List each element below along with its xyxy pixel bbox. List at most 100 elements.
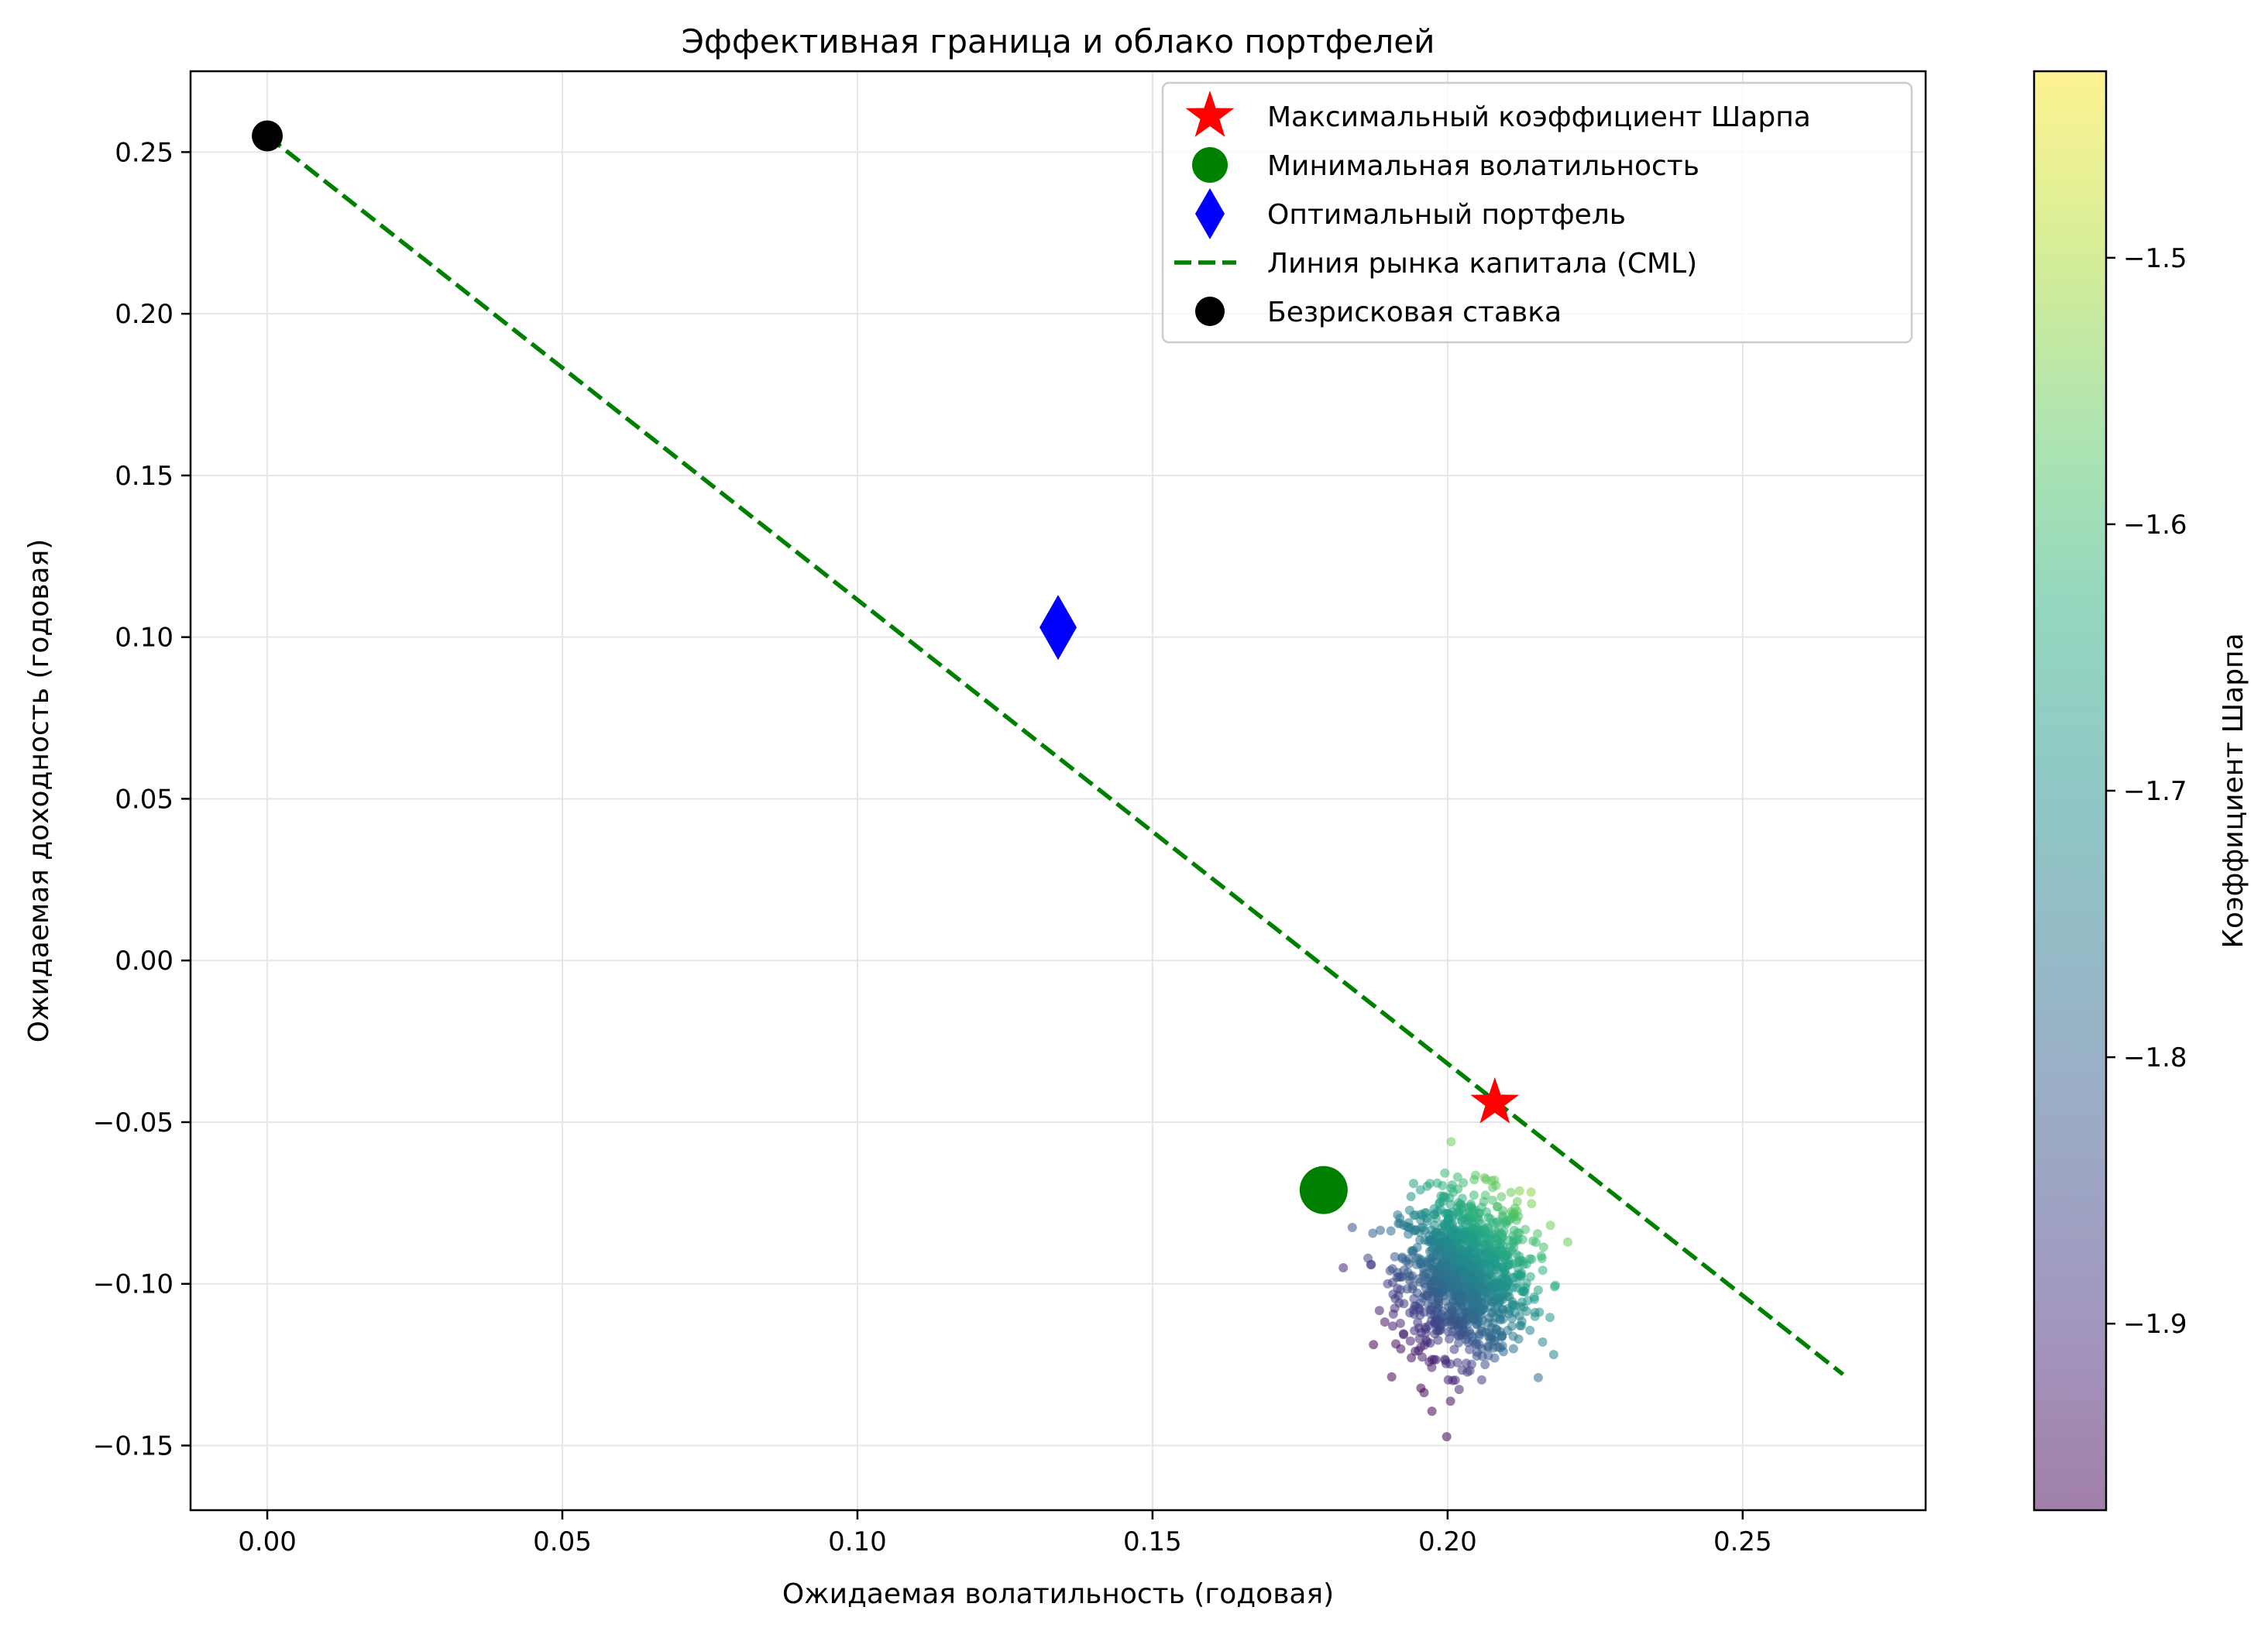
portfolio-point [1514, 1186, 1524, 1196]
portfolio-point [1425, 1179, 1435, 1189]
portfolio-point [1531, 1238, 1541, 1248]
portfolio-point [1563, 1237, 1572, 1247]
portfolio-point [1480, 1360, 1490, 1369]
portfolio-point [1409, 1293, 1419, 1303]
portfolio-point [1533, 1229, 1542, 1238]
x-tick-label: 0.10 [828, 1526, 887, 1557]
star-icon [1185, 91, 1235, 137]
portfolio-point [1472, 1338, 1482, 1348]
portfolio-point [1508, 1331, 1518, 1341]
portfolio-point [1488, 1195, 1497, 1205]
portfolio-point [1369, 1340, 1379, 1350]
colorbar-tick-label: −1.7 [2123, 776, 2187, 807]
portfolio-point [1486, 1271, 1497, 1281]
portfolio-point [1530, 1311, 1540, 1321]
portfolio-point [1481, 1254, 1491, 1264]
portfolio-point [1487, 1183, 1497, 1193]
colorbar-tick-label: −1.6 [2123, 510, 2187, 541]
portfolio-point [1509, 1225, 1519, 1235]
portfolio-point [1466, 1287, 1476, 1297]
portfolio-point [1457, 1231, 1467, 1240]
portfolio-point [1517, 1317, 1527, 1327]
portfolio-point [1501, 1219, 1511, 1229]
portfolio-point [1431, 1276, 1442, 1286]
portfolio-point [1419, 1388, 1429, 1398]
colorbar-ticks: −1.5 −1.6 −1.7 −1.8 −1.9 [2106, 243, 2187, 1340]
portfolio-point [1363, 1253, 1373, 1263]
portfolio-point [1500, 1281, 1510, 1291]
x-tick-label: 0.00 [238, 1526, 297, 1557]
portfolio-point [1521, 1224, 1531, 1234]
portfolio-point [1405, 1336, 1415, 1346]
portfolio-point [1386, 1226, 1396, 1236]
portfolio-point [1404, 1229, 1414, 1239]
portfolio-point [1509, 1242, 1519, 1252]
portfolio-point [1407, 1271, 1417, 1281]
portfolio-point [1495, 1313, 1504, 1324]
portfolio-point [1387, 1372, 1397, 1382]
portfolio-point [1420, 1340, 1429, 1350]
portfolio-point [1507, 1296, 1517, 1307]
portfolio-point [1514, 1270, 1524, 1280]
colorbar-tick-label: −1.9 [2123, 1309, 2187, 1340]
portfolio-point [1486, 1285, 1496, 1294]
colorbar: −1.5 −1.6 −1.7 −1.8 −1.9 Коэффициент Шарпа [2033, 70, 2249, 1512]
portfolio-point [1545, 1313, 1555, 1323]
portfolio-point [1440, 1355, 1450, 1365]
portfolio-point [1438, 1180, 1448, 1190]
portfolio-point [1383, 1279, 1393, 1289]
portfolio-point [1380, 1317, 1390, 1327]
y-axis-label: Ожидаемая доходность (годовая) [23, 539, 55, 1043]
portfolio-point [1439, 1283, 1449, 1293]
portfolio-point [1439, 1260, 1449, 1269]
legend-item-max-sharpe: Максимальный коэффициент Шарпа [1185, 91, 1811, 137]
x-tick-label: 0.15 [1123, 1526, 1182, 1557]
portfolio-point [1497, 1192, 1507, 1202]
portfolio-point [1411, 1346, 1421, 1356]
portfolio-point [1455, 1244, 1466, 1254]
risk-free-marker [252, 120, 284, 152]
portfolio-point [1510, 1203, 1520, 1213]
portfolio-point [1435, 1314, 1445, 1324]
portfolio-point [1415, 1185, 1425, 1195]
portfolio-point [1545, 1221, 1555, 1231]
portfolio-point [1524, 1254, 1534, 1264]
portfolio-point [1427, 1235, 1436, 1245]
chart-title: Эффективная граница и облако портфелей [682, 22, 1435, 60]
portfolio-point [1484, 1230, 1494, 1240]
portfolio-point [1445, 1248, 1455, 1258]
portfolio-point [1412, 1242, 1422, 1252]
portfolio-point [1497, 1304, 1507, 1314]
portfolio-point [1503, 1235, 1514, 1245]
portfolio-point [1430, 1287, 1440, 1297]
portfolio-point [1391, 1339, 1400, 1349]
legend: Максимальный коэффициент Шарпа Минимальн… [1161, 81, 1913, 344]
portfolio-point [1428, 1265, 1438, 1275]
y-tick-label: 0.05 [115, 784, 174, 815]
portfolio-point [1448, 1270, 1458, 1280]
portfolio-cloud [1338, 1137, 1572, 1442]
portfolio-point [1416, 1215, 1425, 1225]
portfolio-point [1490, 1353, 1500, 1363]
portfolio-point [1449, 1344, 1459, 1355]
portfolio-point [1459, 1178, 1469, 1188]
portfolio-point [1429, 1209, 1439, 1219]
colorbar-label: Коэффициент Шарпа [2218, 633, 2249, 948]
portfolio-point [1470, 1298, 1480, 1308]
legend-label-optimal: Оптимальный портфель [1267, 199, 1626, 231]
plot-frame [189, 70, 1927, 1512]
portfolio-point [1495, 1343, 1505, 1353]
portfolio-point [1523, 1296, 1533, 1306]
portfolio-point [1497, 1331, 1507, 1341]
portfolio-point [1456, 1294, 1466, 1304]
portfolio-point [1441, 1235, 1451, 1245]
y-tick-label: 0.00 [115, 946, 174, 977]
portfolio-point [1402, 1284, 1412, 1294]
legend-label-risk-free: Безрисковая ставка [1267, 297, 1562, 328]
portfolio-point [1427, 1406, 1437, 1416]
y-tick-label: 0.20 [115, 299, 174, 330]
circle-icon [1192, 147, 1228, 183]
portfolio-point [1445, 1334, 1454, 1344]
portfolio-point [1376, 1225, 1385, 1235]
